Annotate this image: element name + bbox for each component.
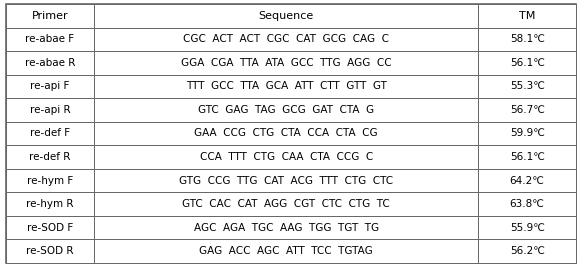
Text: 55.3℃: 55.3℃: [510, 81, 545, 91]
Bar: [94, 192, 478, 216]
Text: TM: TM: [519, 11, 535, 21]
Text: GAG  ACC  AGC  ATT  TCC  TGTAG: GAG ACC AGC ATT TCC TGTAG: [199, 246, 373, 256]
Bar: [94, 28, 478, 51]
Bar: [478, 4, 576, 28]
Bar: [94, 75, 478, 98]
Bar: [478, 98, 576, 122]
Bar: [94, 122, 478, 145]
Bar: [6, 192, 94, 216]
Bar: [478, 169, 576, 192]
Text: GTC  GAG  TAG  GCG  GAT  CTA  G: GTC GAG TAG GCG GAT CTA G: [198, 105, 374, 115]
Bar: [94, 145, 478, 169]
Text: re-def F: re-def F: [30, 128, 70, 139]
Text: CCA  TTT  CTG  CAA  CTA  CCG  C: CCA TTT CTG CAA CTA CCG C: [200, 152, 373, 162]
Bar: [6, 216, 94, 239]
Bar: [6, 145, 94, 169]
Text: Sequence: Sequence: [258, 11, 314, 21]
Text: Primer: Primer: [31, 11, 68, 21]
Text: CGC  ACT  ACT  CGC  CAT  GCG  CAG  C: CGC ACT ACT CGC CAT GCG CAG C: [183, 34, 389, 44]
Text: re-abae F: re-abae F: [26, 34, 74, 44]
Bar: [478, 51, 576, 75]
Bar: [6, 51, 94, 75]
Bar: [478, 75, 576, 98]
Bar: [478, 192, 576, 216]
Text: 58.1℃: 58.1℃: [510, 34, 545, 44]
Text: re-SOD R: re-SOD R: [26, 246, 74, 256]
Bar: [94, 51, 478, 75]
Bar: [6, 169, 94, 192]
Bar: [6, 4, 94, 28]
Bar: [478, 28, 576, 51]
Bar: [94, 239, 478, 263]
Bar: [6, 75, 94, 98]
Text: GGA  CGA  TTA  ATA  GCC  TTG  AGG  CC: GGA CGA TTA ATA GCC TTG AGG CC: [181, 58, 392, 68]
Text: 64.2℃: 64.2℃: [510, 176, 545, 186]
Bar: [6, 239, 94, 263]
Text: 56.1℃: 56.1℃: [510, 58, 545, 68]
Text: re-hym F: re-hym F: [27, 176, 73, 186]
Bar: [478, 145, 576, 169]
Bar: [478, 239, 576, 263]
Bar: [94, 4, 478, 28]
Text: GTC  CAC  CAT  AGG  CGT  CTC  CTG  TC: GTC CAC CAT AGG CGT CTC CTG TC: [182, 199, 390, 209]
Bar: [478, 122, 576, 145]
Bar: [6, 122, 94, 145]
Text: re-abae R: re-abae R: [25, 58, 75, 68]
Text: re-SOD F: re-SOD F: [27, 223, 73, 233]
Text: 55.9℃: 55.9℃: [510, 223, 545, 233]
Text: re-hym R: re-hym R: [26, 199, 74, 209]
Text: TTT  GCC  TTA  GCA  ATT  CTT  GTT  GT: TTT GCC TTA GCA ATT CTT GTT GT: [186, 81, 386, 91]
Bar: [94, 98, 478, 122]
Text: 56.1℃: 56.1℃: [510, 152, 545, 162]
Text: GTG  CCG  TTG  CAT  ACG  TTT  CTG  CTC: GTG CCG TTG CAT ACG TTT CTG CTC: [179, 176, 393, 186]
Text: re-api F: re-api F: [30, 81, 70, 91]
Text: 63.8℃: 63.8℃: [510, 199, 545, 209]
Bar: [94, 169, 478, 192]
Bar: [6, 28, 94, 51]
Bar: [6, 98, 94, 122]
Text: re-api R: re-api R: [30, 105, 70, 115]
Bar: [478, 216, 576, 239]
Bar: [94, 216, 478, 239]
Text: AGC  AGA  TGC  AAG  TGG  TGT  TG: AGC AGA TGC AAG TGG TGT TG: [194, 223, 379, 233]
Text: re-def R: re-def R: [29, 152, 70, 162]
Text: GAA  CCG  CTG  CTA  CCA  CTA  CG: GAA CCG CTG CTA CCA CTA CG: [194, 128, 378, 139]
Text: 56.7℃: 56.7℃: [510, 105, 545, 115]
Text: 56.2℃: 56.2℃: [510, 246, 545, 256]
Text: 59.9℃: 59.9℃: [510, 128, 545, 139]
